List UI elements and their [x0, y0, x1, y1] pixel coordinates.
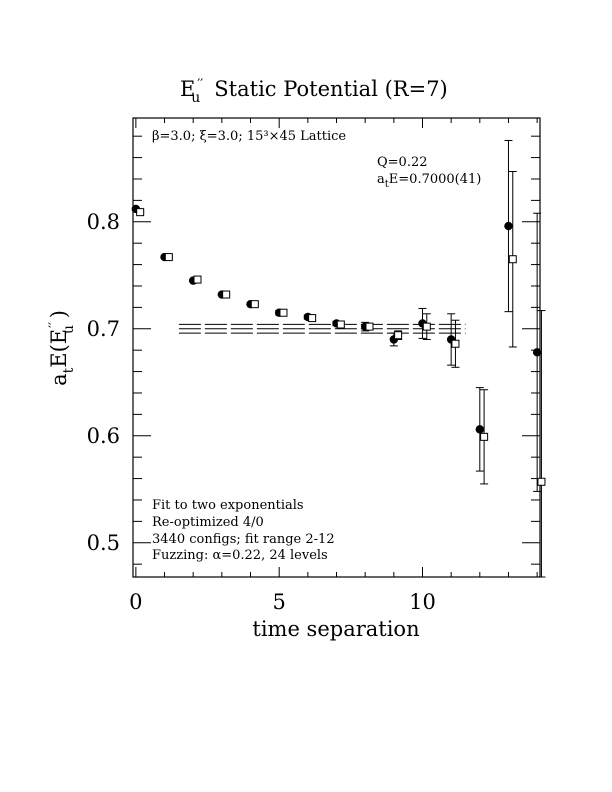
- y-tick-labels: 0.5 0.6 0.7 0.8: [87, 210, 120, 555]
- data-point-square: [422, 322, 431, 331]
- data-points: [131, 139, 546, 578]
- y-tick-label: 0.5: [87, 531, 120, 555]
- data-point-square: [508, 255, 517, 264]
- fit-energy: atE=0.7000(41): [377, 172, 481, 190]
- data-point-circle: [475, 425, 485, 434]
- data-point-square: [394, 331, 403, 340]
- fit-q-value: Q=0.22: [377, 155, 428, 170]
- data-point-square: [250, 300, 259, 309]
- data-point-square: [537, 477, 546, 486]
- data-point-square: [451, 339, 460, 348]
- data-point-square: [279, 308, 288, 317]
- x-tick-label: 5: [272, 590, 285, 614]
- note-configs: 3440 configs; fit range 2-12: [152, 532, 335, 547]
- chart-title: E ′′ u Static Potential (R=7): [180, 77, 448, 106]
- data-point-square: [222, 290, 231, 299]
- data-point-square: [193, 275, 202, 284]
- data-point-square: [365, 322, 374, 331]
- note-fit-type: Fit to two exponentials: [152, 498, 304, 513]
- x-axis-label: time separation: [252, 617, 419, 641]
- data-point-circle: [504, 221, 513, 231]
- y-tick-label: 0.7: [87, 317, 120, 341]
- data-point-square: [164, 253, 173, 262]
- fit-band: [178, 323, 466, 334]
- note-optimization: Re-optimized 4/0: [152, 515, 264, 530]
- data-point-square: [136, 208, 145, 217]
- data-point-square: [308, 314, 317, 323]
- note-fuzzing: Fuzzing: α=0.22, 24 levels: [152, 548, 328, 563]
- y-tick-label: 0.6: [87, 424, 120, 448]
- x-tick-label: 10: [409, 590, 436, 614]
- x-tick-labels: 0 5 10: [129, 590, 436, 614]
- y-axis-label: atE(E′′u ): [47, 310, 77, 386]
- x-tick-label: 0: [129, 590, 142, 614]
- data-point-square: [336, 320, 345, 329]
- data-point-square: [480, 432, 489, 441]
- lattice-note: β=3.0; ξ=3.0; 15³×45 Lattice: [152, 129, 346, 144]
- data-point-circle: [532, 348, 542, 357]
- y-tick-label: 0.8: [87, 210, 120, 234]
- axis-ticks: [133, 118, 540, 577]
